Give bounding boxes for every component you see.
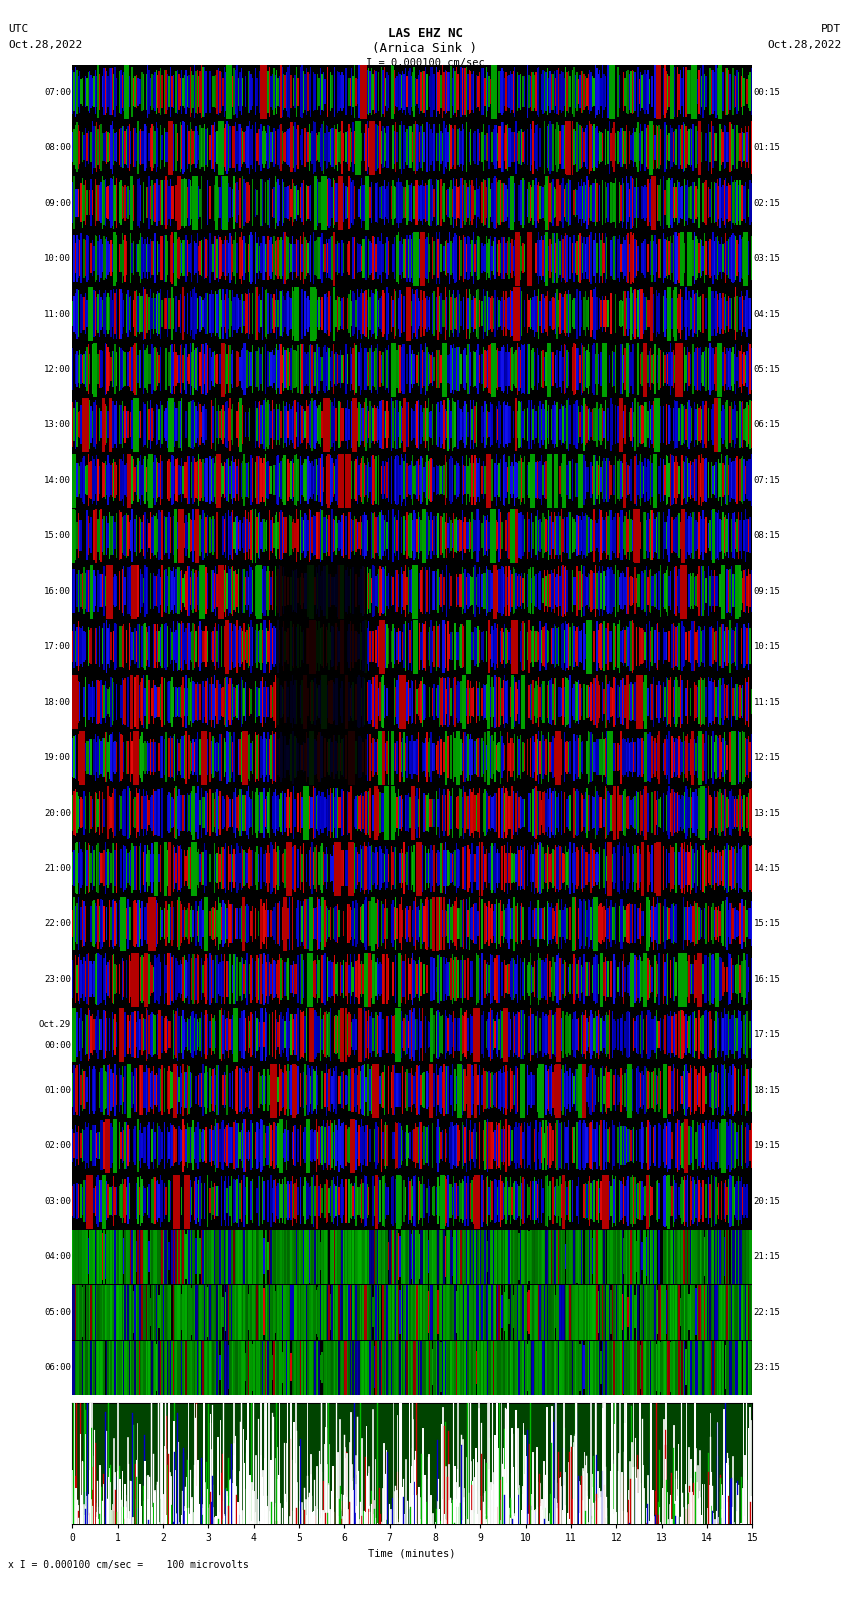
Text: 14:15: 14:15 [754, 865, 780, 873]
Text: 10:15: 10:15 [754, 642, 780, 652]
Text: 23:00: 23:00 [44, 974, 71, 984]
Text: 15:15: 15:15 [754, 919, 780, 929]
Text: 10:00: 10:00 [44, 255, 71, 263]
Text: 16:00: 16:00 [44, 587, 71, 595]
Text: 17:00: 17:00 [44, 642, 71, 652]
Text: 11:00: 11:00 [44, 310, 71, 318]
Text: 04:00: 04:00 [44, 1252, 71, 1261]
Text: 07:00: 07:00 [44, 87, 71, 97]
Text: 20:00: 20:00 [44, 808, 71, 818]
Text: UTC: UTC [8, 24, 29, 34]
Text: 09:15: 09:15 [754, 587, 780, 595]
Text: I = 0.000100 cm/sec: I = 0.000100 cm/sec [366, 58, 484, 68]
Text: 13:00: 13:00 [44, 421, 71, 429]
Text: 04:15: 04:15 [754, 310, 780, 318]
Text: Oct.29: Oct.29 [38, 1019, 71, 1029]
Text: LAS EHZ NC: LAS EHZ NC [388, 27, 462, 40]
Text: 21:15: 21:15 [754, 1252, 780, 1261]
Text: 18:00: 18:00 [44, 698, 71, 706]
Text: 23:15: 23:15 [754, 1363, 780, 1373]
Text: 15:00: 15:00 [44, 531, 71, 540]
Text: 03:15: 03:15 [754, 255, 780, 263]
Text: 06:15: 06:15 [754, 421, 780, 429]
Text: 22:00: 22:00 [44, 919, 71, 929]
Text: 18:15: 18:15 [754, 1086, 780, 1095]
Text: PDT: PDT [821, 24, 842, 34]
Text: 01:00: 01:00 [44, 1086, 71, 1095]
Text: 07:15: 07:15 [754, 476, 780, 486]
Text: 08:00: 08:00 [44, 144, 71, 152]
Text: 20:15: 20:15 [754, 1197, 780, 1205]
Text: 02:00: 02:00 [44, 1142, 71, 1150]
Text: 02:15: 02:15 [754, 198, 780, 208]
Text: 00:00: 00:00 [44, 1040, 71, 1050]
Text: 01:15: 01:15 [754, 144, 780, 152]
Text: 17:15: 17:15 [754, 1031, 780, 1039]
Text: (Arnica Sink ): (Arnica Sink ) [372, 42, 478, 55]
Text: 19:15: 19:15 [754, 1142, 780, 1150]
Text: 09:00: 09:00 [44, 198, 71, 208]
Text: 08:15: 08:15 [754, 531, 780, 540]
Text: 16:15: 16:15 [754, 974, 780, 984]
Text: 03:00: 03:00 [44, 1197, 71, 1205]
Text: 05:00: 05:00 [44, 1308, 71, 1316]
Text: 05:15: 05:15 [754, 365, 780, 374]
Text: 13:15: 13:15 [754, 808, 780, 818]
Text: 14:00: 14:00 [44, 476, 71, 486]
Text: 12:15: 12:15 [754, 753, 780, 761]
Text: 21:00: 21:00 [44, 865, 71, 873]
Text: Oct.28,2022: Oct.28,2022 [8, 40, 82, 50]
Text: 06:00: 06:00 [44, 1363, 71, 1373]
Text: 12:00: 12:00 [44, 365, 71, 374]
Text: 22:15: 22:15 [754, 1308, 780, 1316]
Text: Oct.28,2022: Oct.28,2022 [768, 40, 842, 50]
Text: 00:15: 00:15 [754, 87, 780, 97]
X-axis label: Time (minutes): Time (minutes) [369, 1548, 456, 1558]
Text: x I = 0.000100 cm/sec =    100 microvolts: x I = 0.000100 cm/sec = 100 microvolts [8, 1560, 249, 1569]
Text: 11:15: 11:15 [754, 698, 780, 706]
Text: 19:00: 19:00 [44, 753, 71, 761]
